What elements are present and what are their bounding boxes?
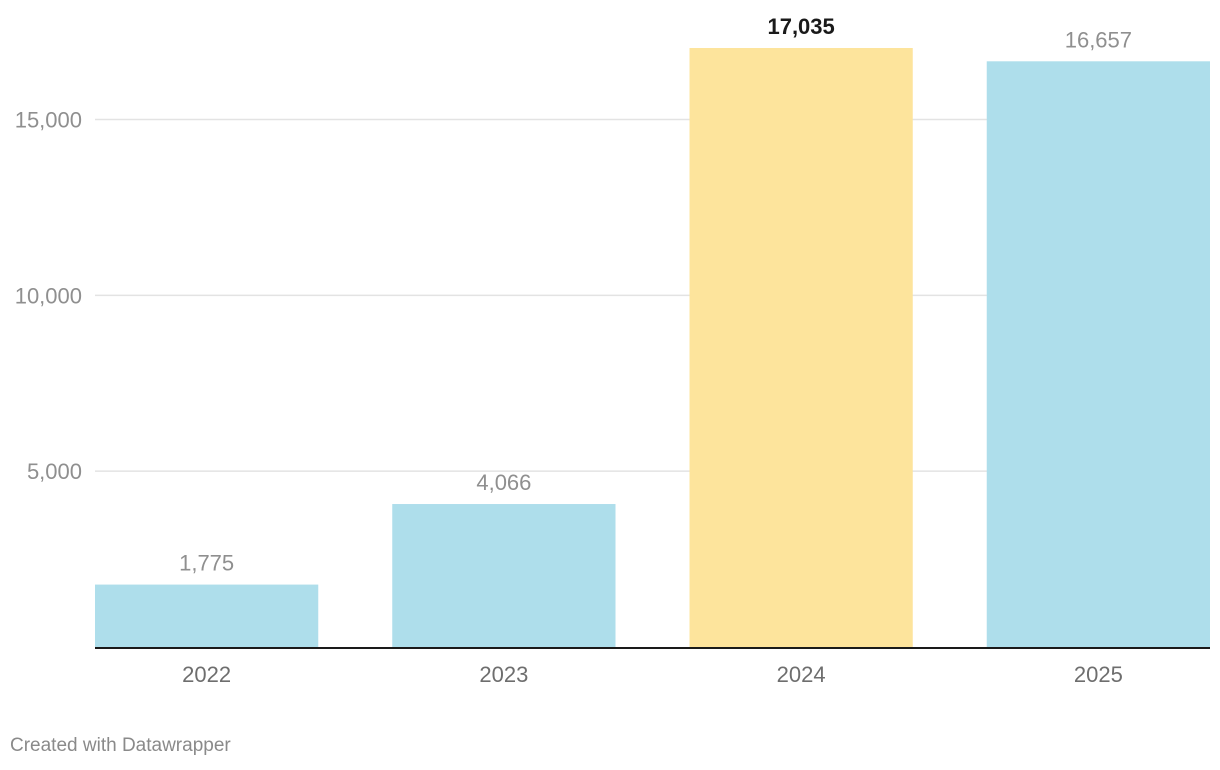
x-tick-label: 2024: [777, 662, 826, 687]
x-tick-label: 2022: [182, 662, 231, 687]
y-tick-label: 15,000: [15, 108, 82, 133]
bar-chart: 1,775 4,066 17,035 16,657 5,000 10,000 15,000…: [15, 14, 1210, 687]
value-labels: 1,775 4,066 17,035 16,657: [179, 14, 1132, 576]
credit-text: Created with Datawrapper: [10, 735, 231, 756]
bar-2022: [95, 584, 319, 647]
value-label-2024: 17,035: [767, 14, 834, 39]
bar-2025: [986, 61, 1210, 648]
y-tick-label: 5,000: [27, 459, 82, 484]
bar-2023: [392, 504, 616, 647]
x-tick-label: 2023: [479, 662, 528, 687]
y-tick-label: 10,000: [15, 283, 82, 308]
x-tick-label: 2025: [1074, 662, 1123, 687]
axes: 5,000 10,000 15,000 2022 2023 2024 2025: [15, 108, 1210, 687]
value-label-2023: 4,066: [476, 470, 531, 495]
value-label-2025: 16,657: [1065, 27, 1132, 52]
bar-2024: [689, 48, 913, 647]
bars: [95, 48, 1210, 648]
value-label-2022: 1,775: [179, 551, 234, 576]
